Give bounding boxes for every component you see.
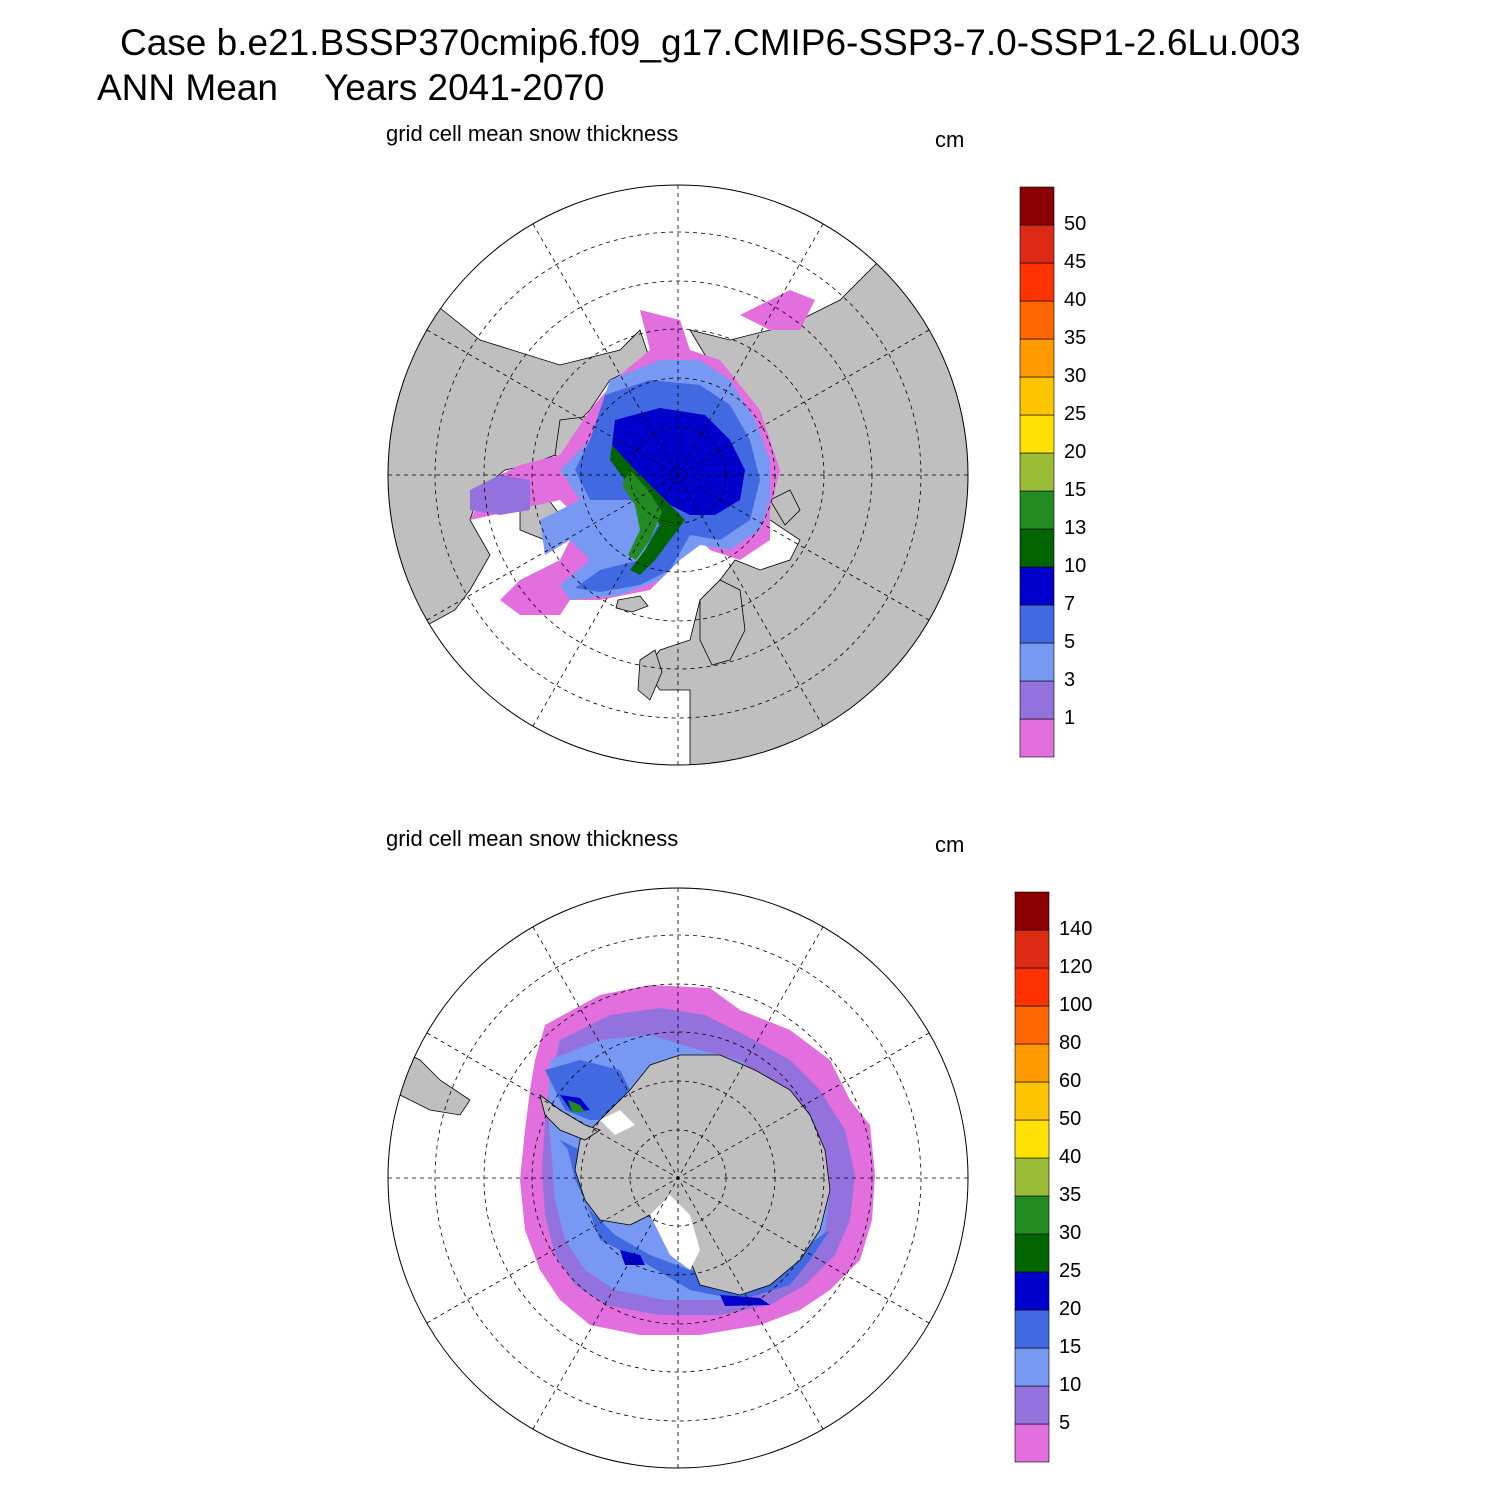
- south-map-border: [387, 887, 969, 1469]
- colorbar-tick-label: 1: [1064, 707, 1076, 729]
- colorbar-tick-label: 45: [1064, 251, 1087, 273]
- north-polar-map: [387, 184, 969, 766]
- colorbar-tick-label: 120: [1059, 956, 1093, 978]
- south-graticule: [388, 888, 968, 1468]
- colorbar-swatch: [1019, 186, 1055, 226]
- colorbar-swatch: [1014, 1081, 1050, 1121]
- north-land-uk: [637, 649, 663, 701]
- colorbar-tick-label: 100: [1059, 994, 1093, 1016]
- colorbar-swatch: [1019, 452, 1055, 492]
- south-colorbar: [1014, 891, 1050, 1463]
- case-title: Case b.e21.BSSP370cmip6.f09_g17.CMIP6-SS…: [120, 22, 1301, 63]
- south-units-label: cm: [935, 832, 965, 857]
- colorbar-tick-label: 30: [1064, 365, 1087, 387]
- south-panel-title: grid cell mean snow thickness: [386, 826, 679, 851]
- colorbar-swatch: [1014, 1119, 1050, 1159]
- colorbar-tick-label: 3: [1064, 669, 1076, 691]
- period-label: ANN Mean: [97, 67, 278, 108]
- south-land-antarctic-peninsula: [539, 1094, 601, 1141]
- colorbar-swatch: [1019, 262, 1055, 302]
- colorbar-swatch: [1014, 967, 1050, 1007]
- colorbar-tick-label: 10: [1059, 1374, 1082, 1396]
- colorbar-swatch: [1019, 528, 1055, 568]
- colorbar-tick-label: 15: [1064, 479, 1087, 501]
- colorbar-tick-label: 40: [1064, 289, 1087, 311]
- colorbar-swatch: [1019, 490, 1055, 530]
- colorbar-swatch: [1019, 642, 1055, 682]
- colorbar-swatch: [1019, 604, 1055, 644]
- north-ice-level-10: [612, 408, 745, 515]
- colorbar-swatch: [1014, 891, 1050, 931]
- colorbar-swatch: [1014, 1271, 1050, 1311]
- north-ice-level-3: [470, 475, 530, 515]
- north-land-arctic-island: [769, 489, 801, 526]
- colorbar-swatch: [1014, 1309, 1050, 1349]
- south-polar-map: [387, 887, 969, 1469]
- colorbar-tick-label: 20: [1064, 441, 1087, 463]
- colorbar-tick-label: 140: [1059, 918, 1093, 940]
- colorbar-tick-label: 60: [1059, 1070, 1082, 1092]
- colorbar-tick-label: 25: [1059, 1260, 1082, 1282]
- north-graticule: [388, 185, 968, 765]
- colorbar-tick-label: 10: [1064, 555, 1087, 577]
- south-ross-ice-shelf: [650, 1195, 700, 1270]
- north-land-iceland: [615, 595, 649, 613]
- colorbar-swatch: [1019, 300, 1055, 340]
- colorbar-swatch: [1014, 1423, 1050, 1463]
- colorbar-swatch: [1014, 1005, 1050, 1045]
- south-ronne-ice-shelf: [600, 1110, 635, 1135]
- colorbar-swatch: [1019, 376, 1055, 416]
- north-ice-level-15: [622, 470, 662, 560]
- north-colorbar: [1019, 186, 1055, 758]
- colorbar-tick-label: 15: [1059, 1336, 1082, 1358]
- colorbar-swatch: [1014, 1385, 1050, 1425]
- colorbar-tick-label: 30: [1059, 1222, 1082, 1244]
- colorbar-swatch: [1019, 718, 1055, 758]
- colorbar-swatch: [1019, 566, 1055, 606]
- colorbar-tick-label: 13: [1064, 517, 1087, 539]
- colorbar-swatch: [1019, 224, 1055, 264]
- colorbar-tick-label: 35: [1059, 1184, 1082, 1206]
- colorbar-swatch: [1014, 1157, 1050, 1197]
- colorbar-tick-label: 5: [1059, 1412, 1071, 1434]
- colorbar-swatch: [1014, 1347, 1050, 1387]
- north-land-scandinavia: [699, 579, 746, 666]
- colorbar-swatch: [1014, 1043, 1050, 1083]
- colorbar-swatch: [1019, 680, 1055, 720]
- colorbar-swatch: [1019, 338, 1055, 378]
- colorbar-tick-label: 35: [1064, 327, 1087, 349]
- colorbar-tick-label: 5: [1064, 631, 1076, 653]
- colorbar-swatch: [1014, 1195, 1050, 1235]
- colorbar-tick-label: 7: [1064, 593, 1076, 615]
- colorbar-tick-label: 25: [1064, 403, 1087, 425]
- north-units-label: cm: [935, 127, 965, 152]
- colorbar-swatch: [1014, 929, 1050, 969]
- colorbar-tick-label: 40: [1059, 1146, 1082, 1168]
- north-map-border: [387, 184, 969, 766]
- south-land-antarctica: [574, 1054, 831, 1296]
- north-ice-level-1b: [740, 290, 815, 330]
- period-title: ANN Mean Years 2041-2070: [97, 69, 604, 106]
- years-label: Years 2041-2070: [323, 67, 605, 108]
- colorbar-tick-label: 50: [1064, 213, 1087, 235]
- south-ice-level-30: [568, 1100, 585, 1112]
- colorbar-tick-label: 80: [1059, 1032, 1082, 1054]
- colorbar-tick-label: 50: [1059, 1108, 1082, 1130]
- north-panel-title: grid cell mean snow thickness: [386, 121, 679, 146]
- colorbar-swatch: [1019, 414, 1055, 454]
- colorbar-swatch: [1014, 1233, 1050, 1273]
- colorbar-tick-label: 20: [1059, 1298, 1082, 1320]
